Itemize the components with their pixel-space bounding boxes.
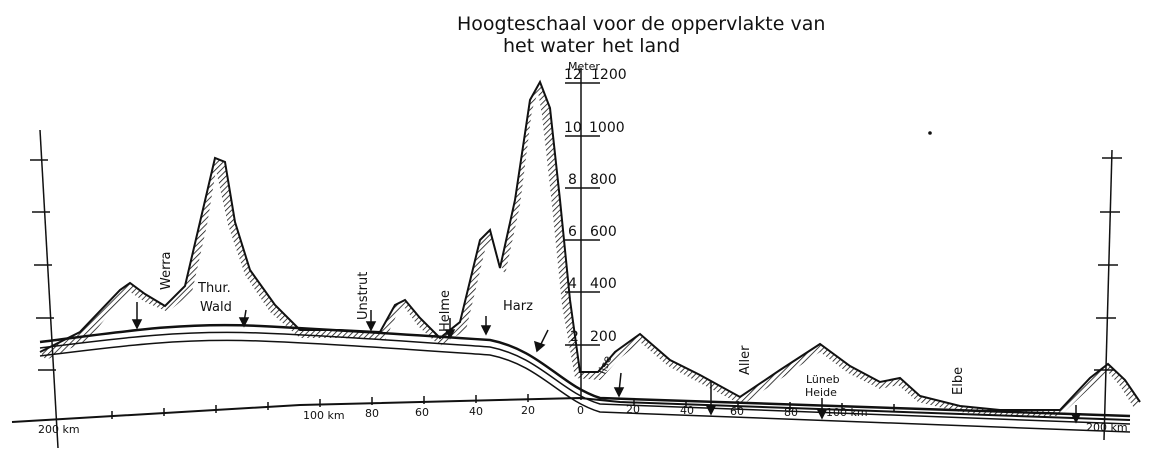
scale-land-800: 800	[590, 172, 617, 188]
km-label-right-80: 80	[784, 406, 798, 419]
km-label-left-20: 20	[521, 404, 535, 417]
title-water: het water	[503, 35, 595, 57]
scale-water-2: 2	[570, 329, 579, 345]
km-label-left-80: 80	[365, 407, 379, 420]
km-axis	[11, 397, 1131, 423]
scale-water-10: 10	[564, 120, 582, 136]
scale-labels: 12 10 8 6 4 2 1200 1000 800 600 400 200	[564, 67, 627, 345]
label-aller: Aller	[738, 345, 753, 375]
km-label-left-40: 40	[469, 405, 483, 418]
terrain-profile	[39, 79, 1141, 411]
km-label-right-200: 200 km	[1086, 421, 1128, 434]
label-werra: Werra	[159, 251, 174, 290]
title-land: het land	[602, 35, 680, 57]
scale-land-200: 200	[590, 329, 617, 345]
label-wald: Wald	[200, 300, 232, 315]
side-axes	[30, 129, 1122, 449]
height-scale	[565, 68, 600, 400]
scale-water-4: 4	[568, 276, 577, 292]
label-luneb: Lüneb	[806, 373, 840, 386]
km-label-right-40: 40	[680, 404, 694, 417]
km-label-left-0: 0	[577, 404, 584, 417]
km-label-right-60: 60	[730, 405, 744, 418]
label-elbe: Elbe	[951, 367, 966, 395]
label-harz: Harz	[503, 299, 533, 314]
ink-dot	[928, 131, 932, 135]
scale-water-8: 8	[568, 172, 577, 188]
label-heide: Heide	[805, 386, 837, 399]
km-label-left-100: 100 km	[303, 409, 345, 422]
title-line-1: Hoogteschaal voor de oppervlakte van	[457, 13, 825, 35]
scale-water-12: 12	[564, 67, 582, 83]
km-ticks	[111, 394, 895, 419]
label-thur: Thur.	[197, 281, 231, 296]
scale-land-600: 600	[590, 224, 617, 240]
river-arrows	[131, 302, 1082, 424]
scale-unit: Meter	[568, 60, 600, 73]
km-label-right-100: 100 km	[826, 406, 868, 419]
scale-land-400: 400	[590, 276, 617, 292]
km-label-left-60: 60	[415, 406, 429, 419]
label-ilse: Ilse	[596, 354, 615, 376]
water-layers	[39, 323, 1131, 433]
km-label-right-20: 20	[626, 403, 640, 416]
terrain-hatch	[40, 82, 1140, 416]
label-unstrut: Unstrut	[356, 272, 371, 320]
scale-land-1200: 1200	[591, 67, 627, 83]
km-label-left-200: 200 km	[38, 423, 80, 436]
scale-water-6: 6	[568, 224, 577, 240]
scale-land-1000: 1000	[589, 120, 625, 136]
